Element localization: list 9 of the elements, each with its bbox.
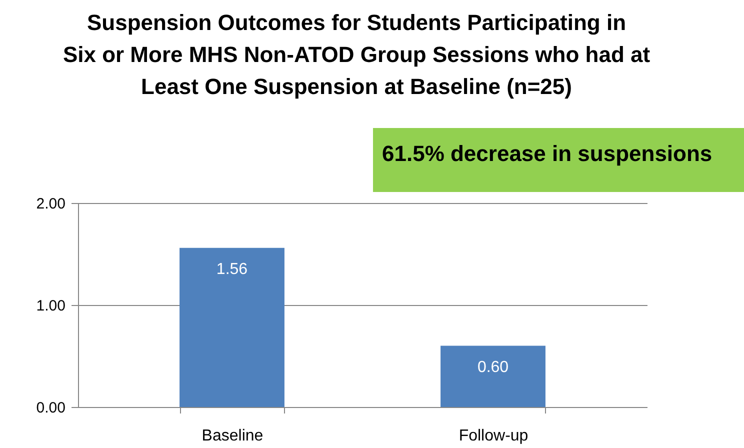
y-tick-label: 0.00	[36, 400, 66, 416]
x-tick-label: Follow-up	[458, 428, 528, 444]
data-label: 1.56	[216, 260, 248, 278]
x-tick-label: Baseline	[202, 428, 264, 444]
text: 61.5% decrease in suspensions	[373, 128, 744, 192]
data-label: 0.60	[477, 358, 509, 376]
y-tick-label: 2.00	[36, 196, 66, 212]
chart-title: Suspension Outcomes for Students Participating in Six or More MHS Non-ATOD Group Sessions who had at Least One Suspension at Baseline (n=25)	[62, 10, 651, 99]
y-tick-label: 1.00	[36, 298, 66, 314]
